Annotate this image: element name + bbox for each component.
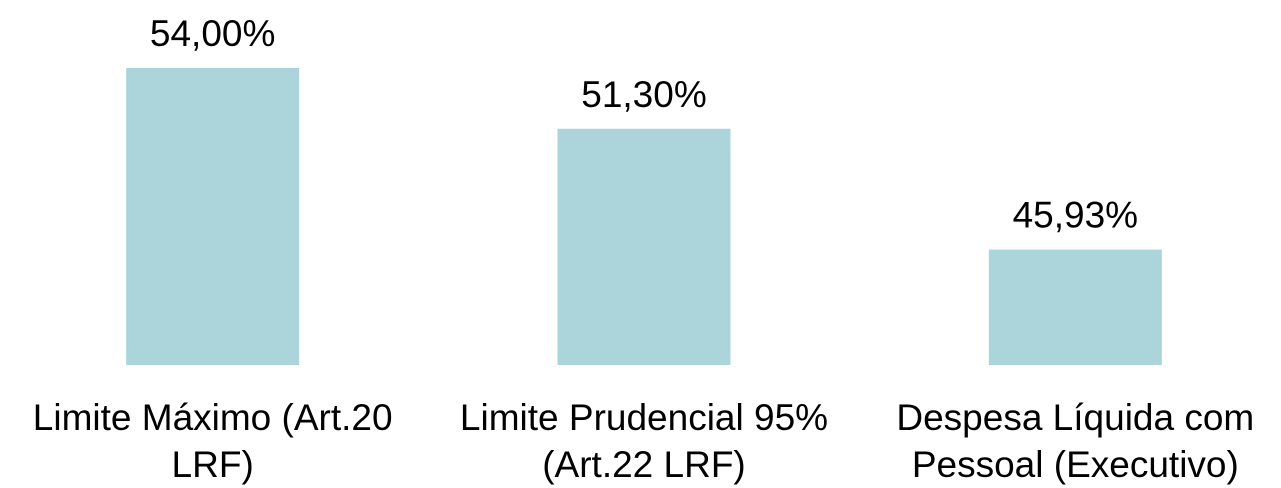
value-label: 45,93% [1013,195,1139,236]
value-label: 54,00% [150,13,276,54]
value-label: 51,30% [581,74,707,115]
bar [557,128,731,365]
bar [126,68,300,365]
x-tick-label: Limite Prudencial 95% (Art.22 LRF) [459,397,829,485]
bar [988,249,1162,365]
x-tick-label: Limite Máximo (Art.20 LRF) [32,397,393,485]
x-tick-label: Despesa Líquida com Pessoal (Executivo) [896,397,1255,485]
